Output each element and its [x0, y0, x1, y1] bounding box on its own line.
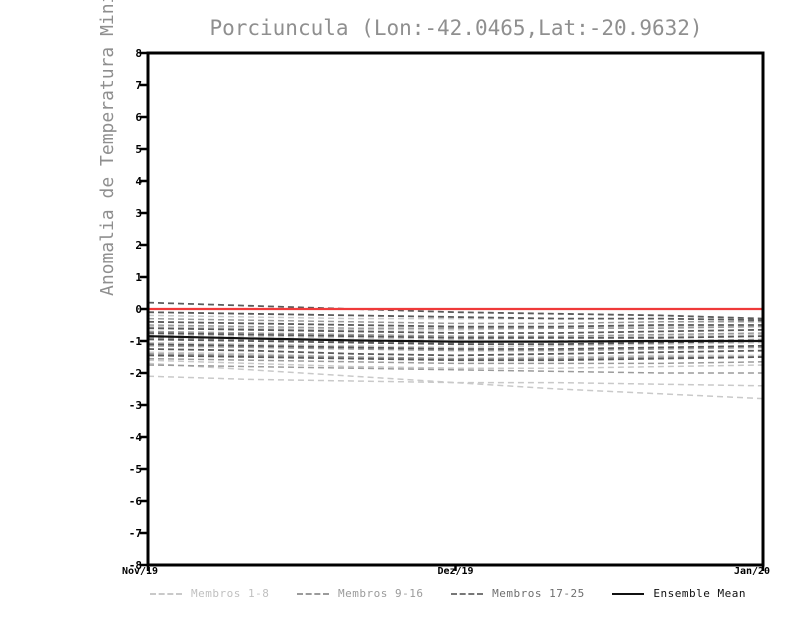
member-line	[147, 327, 764, 334]
x-tick-label: Dez/19	[437, 566, 474, 577]
legend-label: Membros 1-8	[191, 587, 270, 600]
y-tick-label: -5	[128, 462, 142, 476]
x-tick-label: Nov/19	[121, 566, 159, 577]
ensemble-mean-line	[147, 335, 763, 343]
legend-item: Membros 1-8	[150, 587, 269, 600]
y-tick-label: -7	[128, 526, 142, 540]
x-tick-label: Jan/20	[733, 566, 771, 577]
member-line	[147, 338, 764, 346]
member-line	[147, 351, 763, 360]
dashed-line-icon	[297, 592, 330, 595]
y-tick-label: -6	[128, 494, 142, 508]
y-tick-label: -4	[128, 430, 142, 444]
member-line	[147, 354, 764, 362]
y-tick-label: -3	[128, 398, 142, 412]
legend-item: Membros 17-25	[451, 587, 585, 600]
member-line	[147, 375, 764, 387]
y-tick-label: 5	[135, 142, 142, 156]
y-tick-label: 8	[135, 46, 142, 60]
member-line	[147, 348, 764, 357]
member-line	[147, 333, 764, 341]
member-line	[147, 325, 763, 331]
member-line	[147, 324, 764, 329]
member-line	[147, 301, 764, 320]
y-tick-label: -1	[128, 334, 142, 348]
legend-label: Membros 17-25	[492, 587, 585, 600]
y-tick-label: 7	[135, 78, 142, 92]
dashed-line-icon	[150, 592, 182, 595]
member-line	[147, 341, 764, 349]
member-line	[147, 311, 764, 322]
member-line	[147, 320, 763, 328]
y-tick-label: 4	[135, 174, 142, 188]
y-tick-label: 0	[135, 302, 142, 316]
member-line	[147, 345, 764, 352]
member-line	[147, 330, 764, 337]
member-line	[147, 362, 764, 400]
legend-item: Membros 9-16	[297, 587, 423, 600]
member-line	[147, 332, 764, 339]
chart-legend: Membros 1-8 Membros 9-16 Membros 17-25 Ense…	[150, 587, 746, 600]
member-line	[147, 317, 763, 325]
dashed-line-icon	[451, 592, 484, 595]
y-tick-label: -8	[128, 558, 142, 572]
y-tick-label: 2	[135, 238, 142, 252]
page-title: Porciuncula (Lon:-42.0465,Lat:-20.9632)	[209, 16, 703, 40]
y-tick-label: -2	[128, 366, 142, 380]
member-line	[147, 343, 764, 350]
legend-label: Membros 9-16	[338, 587, 424, 600]
y-tick-label: 6	[135, 110, 142, 124]
member-line	[147, 353, 763, 360]
solid-line-icon	[612, 592, 645, 595]
legend-item: Ensemble Mean	[612, 587, 746, 600]
y-tick-label: 3	[135, 206, 142, 220]
y-tick-label: 1	[135, 270, 142, 284]
member-line	[147, 357, 764, 365]
member-line	[147, 364, 763, 374]
member-line	[147, 359, 764, 369]
legend-label: Ensemble Mean	[653, 587, 746, 600]
